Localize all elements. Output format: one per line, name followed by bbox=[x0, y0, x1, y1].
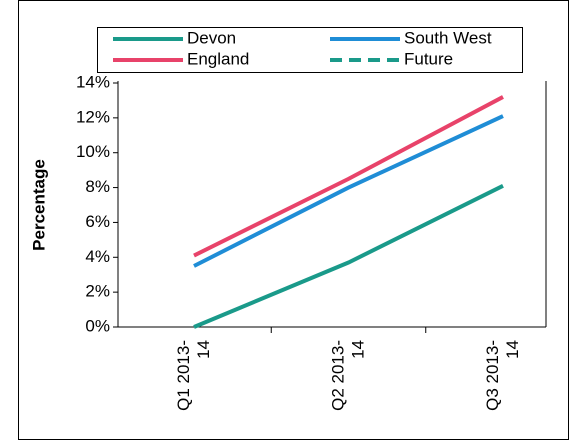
y-tick-label: 8% bbox=[85, 177, 110, 196]
legend-box bbox=[97, 27, 523, 73]
y-tick-label: 12% bbox=[76, 107, 110, 126]
legend-label: Future bbox=[404, 49, 453, 68]
chart-border bbox=[18, 0, 569, 440]
y-tick-label: 0% bbox=[85, 316, 110, 335]
series-line bbox=[193, 184, 504, 329]
y-tick-label: 10% bbox=[76, 142, 110, 161]
y-tick-label: 6% bbox=[85, 212, 110, 231]
y-axis-label: Percentage bbox=[29, 159, 48, 251]
legend-label: England bbox=[187, 49, 249, 68]
y-tick-label: 4% bbox=[85, 247, 110, 266]
series-line bbox=[193, 95, 504, 258]
x-tick-label: Q1 2013-14 bbox=[174, 340, 213, 411]
series-line bbox=[193, 114, 504, 268]
legend-label: Devon bbox=[187, 28, 236, 47]
y-tick-label: 14% bbox=[76, 72, 110, 91]
legend-label: South West bbox=[404, 28, 492, 47]
y-tick-label: 2% bbox=[85, 282, 110, 301]
x-tick-label: Q2 2013-14 bbox=[329, 340, 368, 411]
x-tick-label: Q3 2013-14 bbox=[483, 340, 522, 411]
